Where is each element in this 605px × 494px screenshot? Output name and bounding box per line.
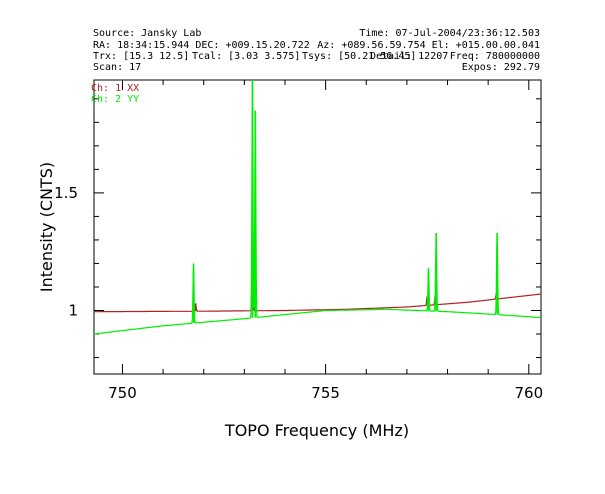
legend-ch1-xx: Ch: 1 XX xyxy=(91,83,139,94)
x-tick-label: 755 xyxy=(311,384,340,402)
y-tick-label: 1.5 xyxy=(54,184,78,202)
header-tsys: Tsys: [50.21 56.45] xyxy=(302,51,416,62)
series-line-xx xyxy=(94,226,542,313)
x-tick-label: 760 xyxy=(514,384,543,402)
header-expos: Expos: 292.79 xyxy=(462,62,540,73)
header-trx: Trx: [15.3 12.5] xyxy=(93,51,189,62)
plot-frame xyxy=(93,79,542,375)
header-freq: Freq: 780000000 xyxy=(450,51,540,62)
header-time: Time: 07-Jul-2004/23:36:12.503 xyxy=(359,28,540,39)
header-ra-dec: RA: 18:34:15.944 DEC: +009.15.20.722 xyxy=(93,40,310,51)
header-tcal: Tcal: [3.03 3.575] xyxy=(192,51,300,62)
header-scan: Scan: 17 xyxy=(93,62,141,73)
series-line-yy xyxy=(94,80,542,335)
x-axis-label: TOPO Frequency (MHz) xyxy=(224,421,409,440)
header-source: Source: Jansky Lab xyxy=(93,28,201,39)
y-axis-label: Intensity (CNTS) xyxy=(37,162,56,292)
y-tick-label: 1 xyxy=(68,301,78,319)
data-series xyxy=(94,80,542,335)
header-az-el: Az: +089.56.59.754 El: +015.00.00.041 xyxy=(317,40,540,51)
x-tick-label: 750 xyxy=(108,384,137,402)
legend-ch2-yy: Ch: 2 YY xyxy=(91,94,139,105)
axis-ticks: 750 755 760 1 1.5 xyxy=(54,80,543,402)
header-detail: Detail: 12207 xyxy=(370,51,448,62)
